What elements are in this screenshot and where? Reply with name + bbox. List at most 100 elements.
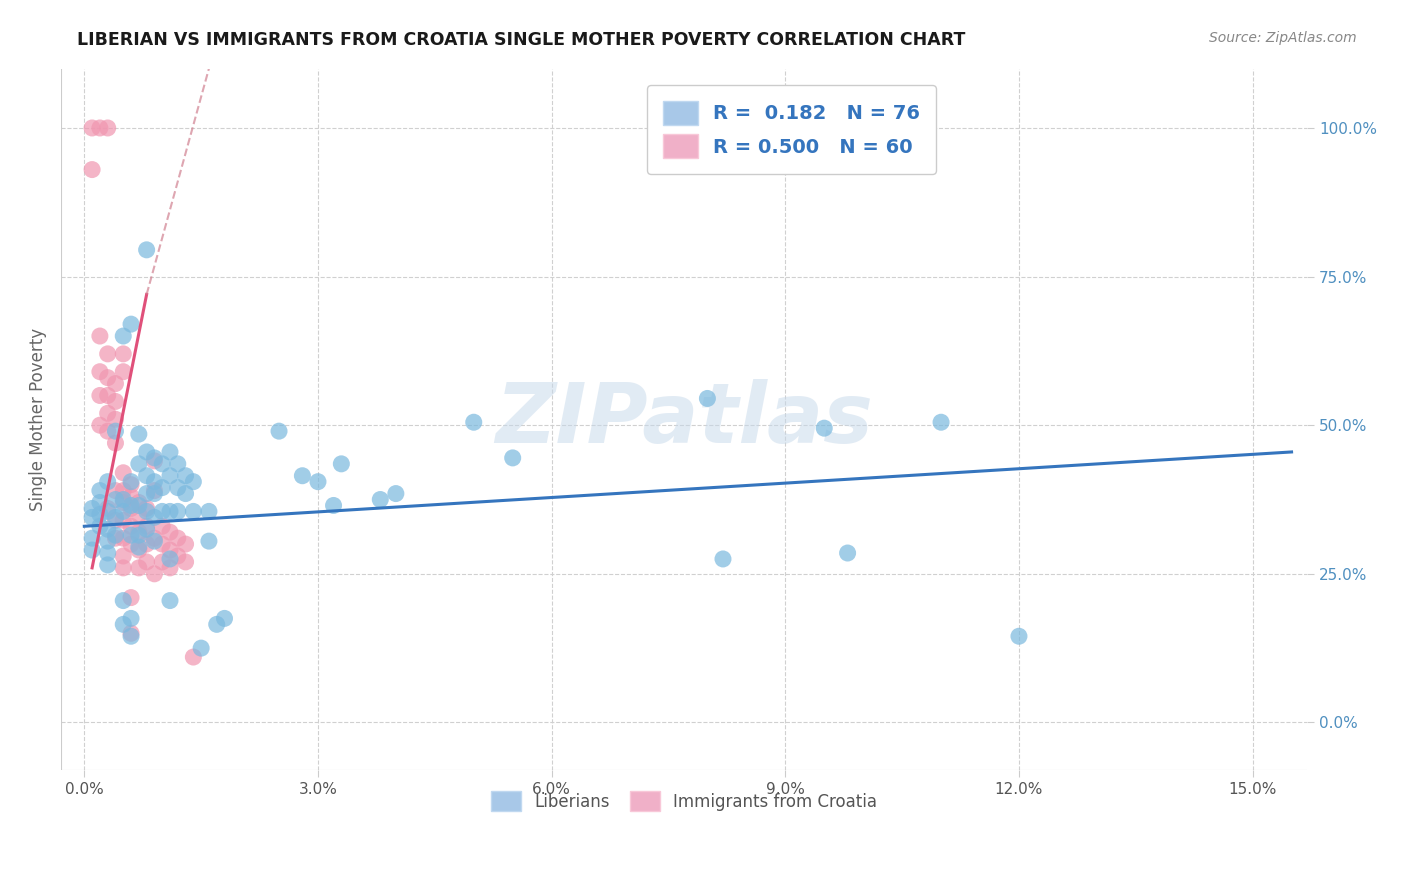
Point	[104, 492, 127, 507]
Point	[97, 370, 120, 384]
Point	[82, 120, 104, 135]
Point	[159, 525, 181, 540]
Point	[143, 475, 166, 489]
Point	[97, 522, 120, 536]
Point	[159, 504, 181, 518]
Point	[385, 486, 408, 500]
Point	[97, 558, 120, 572]
Point	[174, 537, 197, 551]
Point	[174, 555, 197, 569]
Text: ZIPatlas: ZIPatlas	[495, 379, 873, 459]
Point	[97, 546, 120, 560]
Point	[135, 504, 157, 518]
Point	[128, 543, 150, 558]
Point	[198, 534, 221, 549]
Y-axis label: Single Mother Poverty: Single Mother Poverty	[30, 327, 46, 511]
Point	[120, 591, 142, 605]
Point	[89, 519, 111, 533]
Point	[143, 534, 166, 549]
Point	[159, 552, 181, 566]
Point	[166, 504, 188, 518]
Point	[1008, 629, 1031, 643]
Point	[150, 504, 173, 518]
Point	[112, 329, 135, 343]
Point	[143, 454, 166, 468]
Point	[143, 510, 166, 524]
Point	[837, 546, 859, 560]
Point	[502, 450, 524, 465]
Point	[159, 468, 181, 483]
Point	[150, 519, 173, 533]
Point	[214, 611, 236, 625]
Point	[813, 421, 835, 435]
Point	[135, 519, 157, 533]
Point	[112, 466, 135, 480]
Point	[120, 626, 142, 640]
Point	[112, 531, 135, 545]
Point	[120, 528, 142, 542]
Point	[82, 531, 104, 545]
Point	[89, 329, 111, 343]
Point	[120, 499, 142, 513]
Point	[104, 483, 127, 498]
Point	[135, 486, 157, 500]
Point	[120, 477, 142, 491]
Point	[135, 537, 157, 551]
Point	[104, 531, 127, 545]
Point	[143, 486, 166, 500]
Point	[120, 537, 142, 551]
Point	[291, 468, 314, 483]
Point	[89, 483, 111, 498]
Point	[128, 495, 150, 509]
Point	[97, 424, 120, 438]
Point	[159, 543, 181, 558]
Point	[135, 445, 157, 459]
Point	[104, 436, 127, 450]
Point	[89, 365, 111, 379]
Point	[112, 365, 135, 379]
Point	[120, 317, 142, 331]
Point	[135, 243, 157, 257]
Point	[112, 549, 135, 563]
Point	[97, 501, 120, 516]
Point	[368, 492, 391, 507]
Point	[97, 534, 120, 549]
Point	[128, 528, 150, 542]
Point	[104, 376, 127, 391]
Point	[112, 504, 135, 518]
Point	[112, 513, 135, 527]
Point	[322, 499, 344, 513]
Point	[135, 555, 157, 569]
Point	[135, 501, 157, 516]
Point	[150, 457, 173, 471]
Point	[929, 415, 952, 429]
Point	[150, 555, 173, 569]
Point	[104, 424, 127, 438]
Point	[174, 486, 197, 500]
Point	[135, 522, 157, 536]
Point	[120, 475, 142, 489]
Point	[711, 552, 734, 566]
Point	[97, 120, 120, 135]
Point	[166, 457, 188, 471]
Point	[190, 641, 212, 656]
Point	[89, 120, 111, 135]
Point	[112, 561, 135, 575]
Point	[128, 540, 150, 554]
Point	[159, 593, 181, 607]
Point	[89, 418, 111, 433]
Point	[143, 483, 166, 498]
Point	[112, 495, 135, 509]
Point	[128, 525, 150, 540]
Point	[128, 427, 150, 442]
Point	[104, 510, 127, 524]
Point	[120, 611, 142, 625]
Point	[82, 501, 104, 516]
Point	[112, 347, 135, 361]
Point	[696, 392, 718, 406]
Point	[159, 445, 181, 459]
Point	[112, 483, 135, 498]
Point	[267, 424, 290, 438]
Point	[128, 561, 150, 575]
Point	[82, 162, 104, 177]
